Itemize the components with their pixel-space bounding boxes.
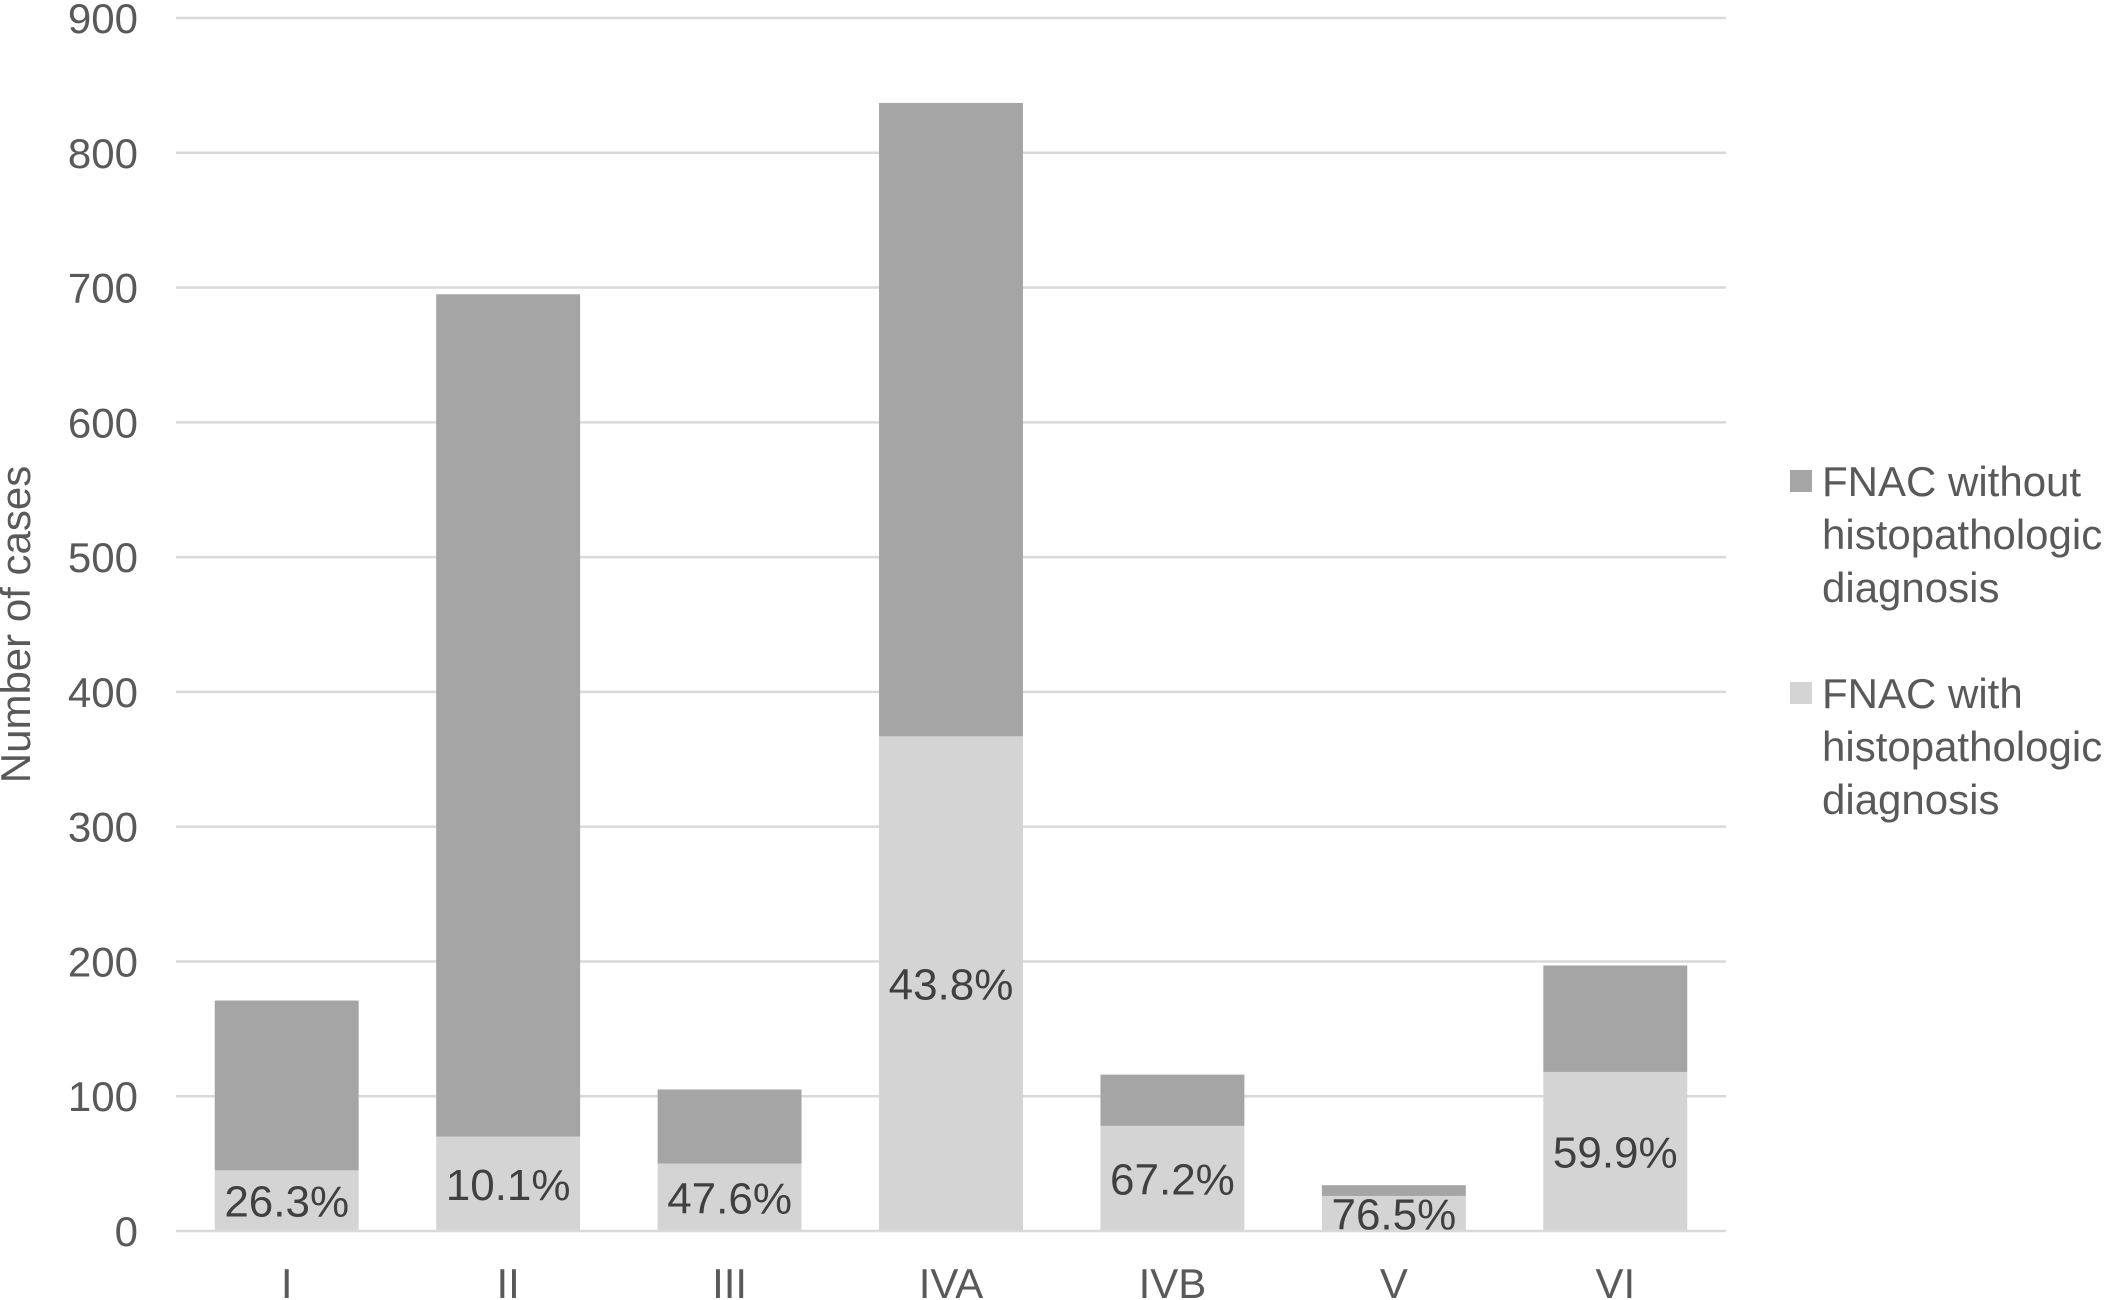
bar-without-histopathology	[1543, 965, 1688, 1072]
x-tick-label: IVA	[919, 1260, 984, 1300]
y-tick-label: 300	[68, 804, 138, 851]
bar-without-histopathology	[1321, 1185, 1466, 1196]
x-tick-label: IVB	[1139, 1260, 1207, 1300]
legend-swatch	[1790, 682, 1812, 704]
bar-without-histopathology	[657, 1089, 802, 1164]
legend-label-line: diagnosis	[1822, 776, 1999, 823]
bar-with-histopathology	[657, 1163, 802, 1231]
bar-without-histopathology	[436, 294, 581, 1137]
x-axis-ticks: I II III IVA IVB V VI	[281, 1260, 1635, 1300]
y-axis-ticks: 0 100 200 300 400 500 600 700 800 900	[68, 0, 138, 1255]
bar-data-label: 59.9%	[1553, 1128, 1678, 1177]
legend-label-line: FNAC without	[1822, 458, 2081, 505]
bar-data-label: 43.8%	[889, 961, 1014, 1010]
bar-without-histopathology	[879, 102, 1023, 737]
bar-with-histopathology	[879, 736, 1023, 1231]
legend-label-line: histopathologic	[1822, 511, 2102, 558]
x-tick-label: V	[1380, 1260, 1408, 1300]
bar-with-histopathology	[214, 1170, 359, 1231]
bar-data-label: 47.6%	[667, 1174, 792, 1223]
y-tick-label: 600	[68, 399, 138, 446]
bar-with-histopathology	[1321, 1195, 1466, 1231]
y-tick-label: 400	[68, 669, 138, 716]
x-tick-label: II	[496, 1260, 519, 1300]
legend-label-line: histopathologic	[1822, 723, 2102, 770]
y-tick-label: 500	[68, 534, 138, 581]
y-tick-label: 100	[68, 1073, 138, 1120]
y-tick-label: 700	[68, 265, 138, 312]
legend: FNAC without histopathologic diagnosis FNAC…	[1790, 458, 2102, 823]
x-tick-label: I	[281, 1260, 293, 1300]
x-tick-label: III	[712, 1260, 747, 1300]
y-tick-label: 800	[68, 130, 138, 177]
bar-without-histopathology	[214, 1000, 359, 1171]
bar-with-histopathology	[1543, 1071, 1688, 1231]
bar-data-label: 26.3%	[224, 1178, 349, 1227]
bar-with-histopathology	[436, 1136, 581, 1231]
bar-data-label: 10.1%	[446, 1161, 571, 1210]
legend-label-line: FNAC with	[1822, 670, 2023, 717]
y-axis-title: Number of cases	[0, 466, 39, 783]
x-tick-label: VI	[1595, 1260, 1635, 1300]
legend-swatch	[1790, 470, 1812, 492]
legend-label-line: diagnosis	[1822, 564, 1999, 611]
bars	[214, 102, 1688, 1231]
data-labels: 26.3% 10.1% 47.6%43.8%67.2%76.5%59.9%	[224, 961, 1677, 1240]
bar-data-label: 67.2%	[1110, 1155, 1235, 1204]
bar-without-histopathology	[1100, 1074, 1245, 1126]
y-tick-label: 200	[68, 938, 138, 985]
y-tick-label: 0	[115, 1208, 138, 1255]
y-tick-label: 900	[68, 0, 138, 42]
bar-with-histopathology	[1100, 1125, 1245, 1231]
